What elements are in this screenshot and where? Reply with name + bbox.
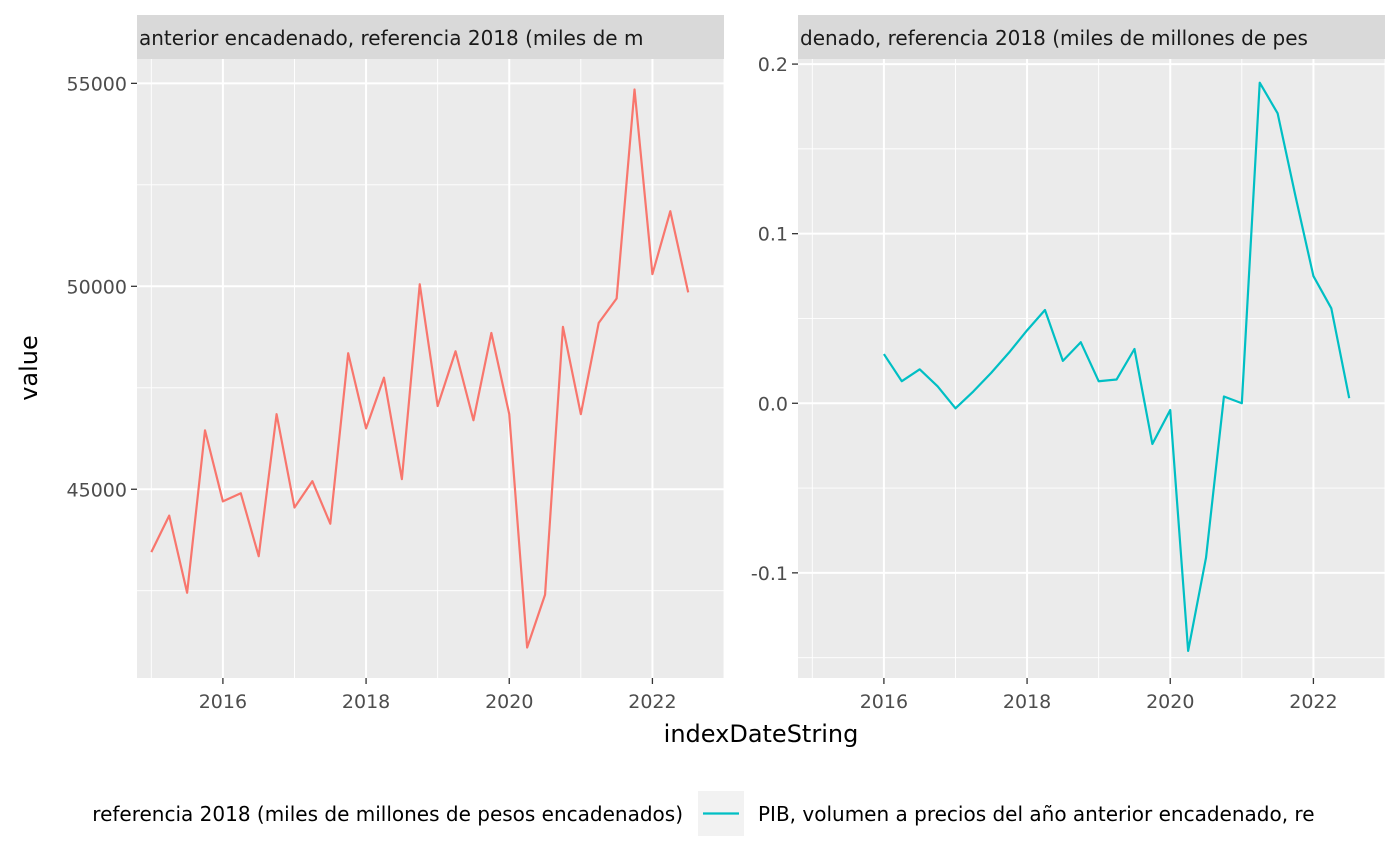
legend: referencia 2018 (miles de millones de pe… (92, 791, 1315, 836)
legend-label-1: referencia 2018 (miles de millones de pe… (92, 802, 683, 826)
y-axis-title: value (15, 335, 43, 401)
y-tick-label: 0.1 (758, 224, 788, 246)
x-tick-label: 2022 (1289, 691, 1337, 713)
y-tick-label: 55000 (67, 73, 127, 95)
legend-label-2: PIB, volumen a precios del año anterior … (758, 802, 1315, 826)
series-line-2 (882, 81, 1351, 652)
strip-background (137, 15, 724, 59)
x-tick-label: 2022 (628, 691, 676, 713)
x-tick-label: 2020 (1146, 691, 1194, 713)
panel-1: anterior encadenado, referencia 2018 (mi… (67, 15, 725, 713)
series-line-1 (150, 88, 690, 649)
x-axis-title: indexDateString (664, 720, 859, 748)
strip-label: anterior encadenado, referencia 2018 (mi… (139, 26, 643, 50)
panel-background (798, 59, 1385, 678)
x-tick-label: 2018 (342, 691, 390, 713)
x-tick-label: 2016 (860, 691, 908, 713)
y-tick-label: 0.0 (758, 393, 788, 415)
y-tick-label: 0.2 (758, 54, 788, 76)
x-tick-label: 2016 (199, 691, 247, 713)
panel-2: denado, referencia 2018 (miles de millon… (751, 15, 1386, 713)
strip-background (798, 15, 1385, 59)
y-tick-label: 45000 (67, 479, 127, 501)
panel-background (137, 59, 724, 678)
x-tick-label: 2020 (485, 691, 533, 713)
panels-layer: anterior encadenado, referencia 2018 (mi… (67, 15, 1386, 713)
x-tick-label: 2018 (1003, 691, 1051, 713)
strip-label: denado, referencia 2018 (miles de millon… (800, 26, 1308, 50)
y-tick-label: -0.1 (751, 563, 788, 585)
y-tick-label: 50000 (67, 276, 127, 298)
